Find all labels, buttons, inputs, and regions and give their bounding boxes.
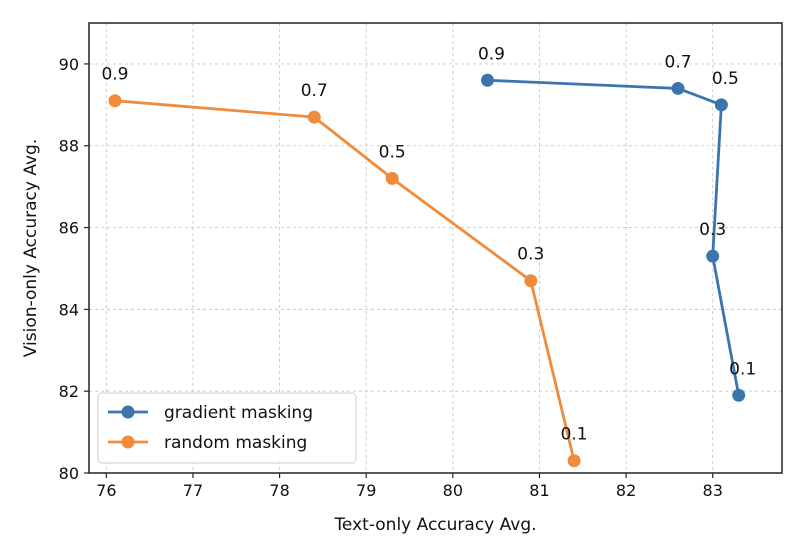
point-label: 0.7: [665, 52, 692, 72]
data-point: [108, 94, 122, 108]
x-axis-label: Text-only Accuracy Avg.: [333, 515, 536, 535]
point-label: 0.9: [101, 65, 128, 85]
x-tick-label: 78: [269, 481, 289, 500]
legend-item: gradient masking: [108, 403, 313, 423]
legend-label: random masking: [164, 433, 307, 453]
y-tick-label: 82: [59, 382, 79, 401]
point-labels: 0.9 0.7 0.5 0.3 0.1 0.9 0.7 0.5 0.3 0.1: [101, 44, 756, 444]
data-point: [307, 110, 321, 124]
legend-marker: [121, 405, 135, 419]
data-point: [706, 249, 720, 263]
axis-ticks: 76 77 78 79 80 81 82 83 80 82 84 86 88 90: [59, 55, 723, 500]
data-point: [480, 73, 494, 87]
data-point: [671, 81, 685, 95]
point-label: 0.3: [517, 245, 544, 265]
data-point: [714, 98, 728, 112]
legend-item: random masking: [108, 433, 307, 453]
data-series: [108, 73, 746, 468]
legend-box: [97, 392, 357, 464]
y-tick-label: 88: [59, 137, 79, 156]
point-label: 0.1: [561, 425, 588, 445]
point-label: 0.3: [699, 220, 726, 240]
x-tick-label: 76: [96, 481, 116, 500]
y-axis-label: Vision-only Accuracy Avg.: [21, 139, 41, 357]
x-tick-label: 83: [703, 481, 723, 500]
point-label: 0.1: [729, 359, 756, 379]
data-point: [385, 171, 399, 185]
x-tick-label: 80: [443, 481, 463, 500]
y-tick-label: 80: [59, 464, 79, 483]
legend-label: gradient masking: [164, 403, 313, 423]
x-tick-label: 82: [616, 481, 636, 500]
data-point: [732, 388, 746, 402]
y-tick-label: 90: [59, 55, 79, 74]
y-tick-label: 86: [59, 219, 79, 238]
series-1: [108, 94, 581, 468]
x-tick-label: 79: [356, 481, 376, 500]
point-label: 0.9: [478, 44, 505, 64]
legend: gradient masking random masking: [97, 392, 357, 464]
y-tick-label: 84: [59, 300, 79, 319]
point-label: 0.5: [379, 142, 406, 162]
point-label: 0.5: [712, 69, 739, 89]
x-tick-label: 77: [183, 481, 203, 500]
x-tick-label: 81: [529, 481, 549, 500]
plot-area-frame: [88, 22, 783, 474]
data-point: [567, 454, 581, 468]
legend-marker: [121, 435, 135, 449]
point-label: 0.7: [301, 81, 328, 101]
data-point: [524, 274, 538, 288]
series-0: [480, 73, 746, 402]
